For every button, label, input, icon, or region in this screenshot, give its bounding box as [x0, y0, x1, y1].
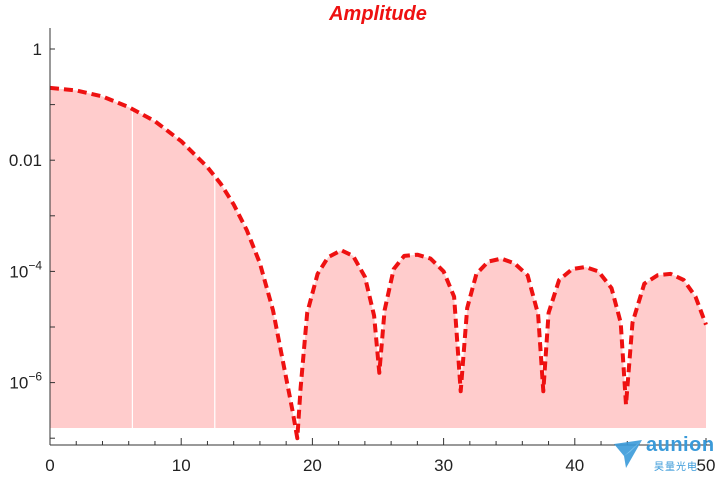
x-tick-label-20: 20	[303, 456, 322, 475]
series-line	[49, 85, 708, 441]
watermark-subtitle: 昊量光电	[654, 462, 698, 473]
watermark-logo: aunion 昊量光电	[612, 434, 720, 479]
x-tick-label-40: 40	[565, 456, 584, 475]
x-tick-label-10: 10	[172, 456, 191, 475]
x-tick-label-50: 50	[697, 456, 716, 475]
aunion-logo-icon	[614, 440, 642, 468]
area-fill-layer	[50, 87, 706, 439]
y-tick-label-3: 10−6	[9, 370, 42, 393]
chart-title: Amplitude	[328, 3, 427, 25]
watermark-name: aunion	[646, 434, 715, 456]
y-tick-label-2: 10−4	[9, 258, 42, 281]
x-tick-label-30: 30	[434, 456, 453, 475]
y-tick-label-1: 0.01	[9, 151, 42, 170]
reference-lines	[131, 60, 216, 428]
area-fill	[50, 87, 706, 439]
y-tick-label-0: 1	[33, 40, 42, 59]
series-line-layer	[49, 85, 708, 441]
axes: 0 10 20 30 40 50 1 0.01 10−4 10−6	[9, 28, 716, 475]
x-tick-label-0: 0	[45, 456, 54, 475]
